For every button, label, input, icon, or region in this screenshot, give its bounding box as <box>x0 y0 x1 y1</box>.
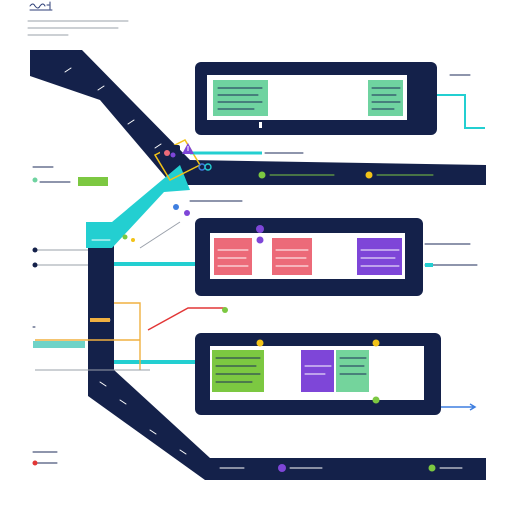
track-gold-marker <box>90 318 110 322</box>
bottom-dot-purple <box>278 464 286 472</box>
teal-diagonal <box>86 165 190 248</box>
upper-panel <box>195 62 437 135</box>
dot-yellow-3 <box>131 238 135 242</box>
middle-panel <box>195 218 423 296</box>
connector-red-zigzag <box>147 307 225 331</box>
track-lower-scribble <box>99 381 187 455</box>
diagonal-track-upper <box>30 50 190 180</box>
diagonal-track-lower <box>88 370 486 480</box>
middle-panel-scribble-2 <box>275 249 309 267</box>
middle-panel-pink-card-right <box>272 238 312 275</box>
lower-panel <box>195 333 441 415</box>
bridge-band <box>168 160 486 185</box>
icons <box>160 143 212 171</box>
panel-icon <box>160 145 180 163</box>
dot-yellow-2 <box>372 339 380 347</box>
dot-green-2 <box>222 307 228 313</box>
dot-green-3 <box>122 234 128 240</box>
decor-dots <box>122 204 380 404</box>
header-subtitle-mark <box>27 20 129 36</box>
left-dot-green <box>32 177 38 183</box>
connector-gray-link <box>35 221 181 371</box>
lower-panel-scribble-1 <box>215 357 261 383</box>
lower-panel-lime-card <box>212 350 264 392</box>
upper-panel-scribble-2 <box>371 87 401 110</box>
middle-panel-scribble-1 <box>217 249 249 267</box>
bridge-dot-yellow <box>365 171 373 179</box>
link-icon <box>198 163 212 171</box>
dot-purple-1 <box>256 225 264 233</box>
dot-purple-2 <box>256 236 264 244</box>
connector-right-teal <box>437 94 485 129</box>
right-marker-teal <box>425 263 433 267</box>
left-scribble-1 <box>32 166 71 183</box>
lower-panel-mint-card <box>336 350 369 392</box>
bridge-dot-green <box>258 171 266 179</box>
dot-blue-1 <box>173 204 179 210</box>
middle-panel-pink-card-left <box>214 238 252 275</box>
header-title-mark <box>29 1 53 11</box>
dot-purple-3 <box>184 210 190 216</box>
upper-panel-marker-2 <box>357 82 361 112</box>
left-labels <box>32 166 108 466</box>
upper-panel-green-card-left <box>213 80 268 116</box>
dot-green-1 <box>372 396 380 404</box>
middle-panel-scribble-3 <box>360 249 400 267</box>
warning-icon <box>182 143 194 154</box>
vertical-track <box>88 226 114 380</box>
left-label-teal <box>33 341 85 348</box>
lower-panel-scribble-3 <box>339 357 367 375</box>
bridge-labels <box>189 152 434 202</box>
upper-panel-marker-1 <box>259 122 262 128</box>
track-labels <box>64 67 187 455</box>
bottom-labels <box>219 464 463 472</box>
upper-panel-scribble-1 <box>217 87 263 110</box>
track-upper-scribble <box>64 67 162 149</box>
lower-panel-purple-card <box>301 350 334 392</box>
left-label-green <box>78 177 108 186</box>
connector-blue-arrow <box>441 403 477 411</box>
right-scribble-middle <box>424 243 478 266</box>
upper-panel-green-card-right <box>368 80 403 116</box>
lower-panel-scribble-2 <box>304 365 332 375</box>
connector-gold-bracket <box>35 302 141 370</box>
connectors <box>35 94 485 411</box>
left-dot-red <box>32 460 38 466</box>
left-dot-navy-1 <box>32 247 38 253</box>
navy-track <box>30 50 486 480</box>
left-dot-navy-2 <box>32 262 38 268</box>
dot-yellow-1 <box>256 339 264 347</box>
bottom-dot-green <box>428 464 436 472</box>
middle-panel-purple-card <box>357 238 402 275</box>
header <box>27 1 129 36</box>
right-labels <box>424 74 478 267</box>
